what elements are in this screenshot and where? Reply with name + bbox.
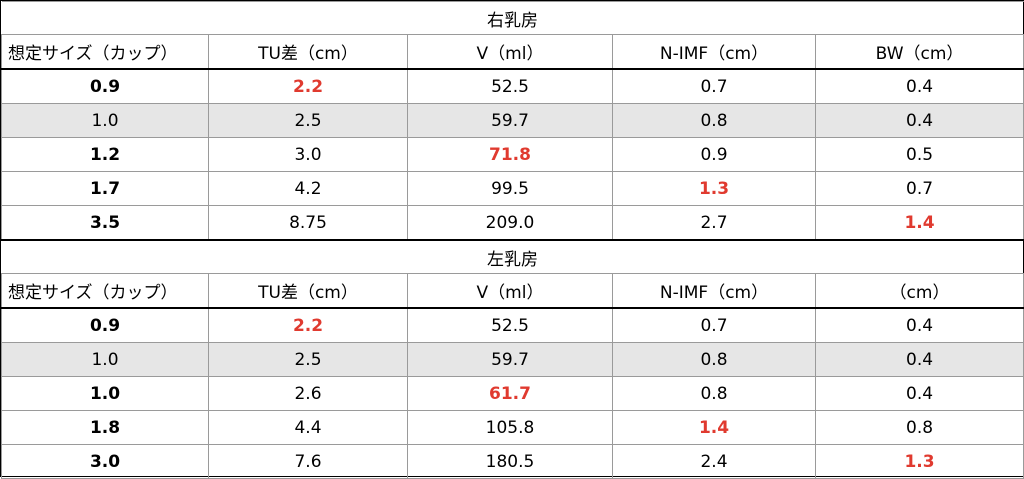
value-cell: 59.7 [407,103,613,138]
value-cell: 180.5 [407,444,613,479]
value-cell: 0.8 [612,376,816,411]
section-title-row: 右乳房 [1,1,1024,35]
section-title: 左乳房 [1,239,1024,274]
value-cell: 3.0 [208,137,408,172]
table-row: 0.9 2.2 52.5 0.7 0.4 [1,307,1024,343]
value-cell: 0.4 [814,376,1024,411]
column-header: BW（cm） [814,34,1024,70]
table-row: 1.8 4.4 105.8 1.4 0.8 [1,410,1024,445]
value-cell: 1.3 [814,444,1024,479]
column-header: TU差（cm） [208,34,408,70]
value-cell: 2.2 [208,307,408,343]
value-cell: 0.5 [814,137,1024,172]
value-cell: 1.3 [612,171,816,206]
column-header: 想定サイズ（カップ） [1,34,209,70]
value-cell: 0.7 [612,68,816,104]
section-title: 右乳房 [1,1,1024,35]
column-header-row: 想定サイズ（カップ） TU差（cm） V（ml） N-IMF（cm） BW（cm） [1,34,1024,70]
value-cell: 0.8 [814,410,1024,445]
table-row: 1.0 2.6 61.7 0.8 0.4 [1,376,1024,411]
value-cell: 105.8 [407,410,613,445]
value-cell: 61.7 [407,376,613,411]
value-cell: 2.2 [208,68,408,104]
size-cell: 1.0 [1,376,209,411]
value-cell: 209.0 [407,205,613,241]
value-cell: 71.8 [407,137,613,172]
value-cell: 52.5 [407,68,613,104]
value-cell: 0.4 [814,342,1024,377]
value-cell: 2.4 [612,444,816,479]
column-header: V（ml） [407,273,613,309]
value-cell: 0.7 [814,171,1024,206]
value-cell: 4.2 [208,171,408,206]
size-cell: 3.5 [1,205,209,241]
column-header: 想定サイズ（カップ） [1,273,209,309]
column-header-row: 想定サイズ（カップ） TU差（cm） V（ml） N-IMF（cm） （cm） [1,273,1024,309]
size-cell: 1.8 [1,410,209,445]
value-cell: 0.9 [612,137,816,172]
value-cell: 2.7 [612,205,816,241]
value-cell: 7.6 [208,444,408,479]
column-header: N-IMF（cm） [612,273,816,309]
value-cell: 0.8 [612,342,816,377]
table-row: 1.0 2.5 59.7 0.8 0.4 [1,103,1024,138]
size-cell: 1.7 [1,171,209,206]
size-cell: 1.2 [1,137,209,172]
value-cell: 4.4 [208,410,408,445]
value-cell: 0.4 [814,103,1024,138]
column-header: V（ml） [407,34,613,70]
column-header: N-IMF（cm） [612,34,816,70]
value-cell: 2.5 [208,342,408,377]
table-row: 3.5 8.75 209.0 2.7 1.4 [1,205,1024,241]
table-row: 1.0 2.5 59.7 0.8 0.4 [1,342,1024,377]
size-cell: 0.9 [1,307,209,343]
table-row: 3.0 7.6 180.5 2.4 1.3 [1,444,1024,479]
size-cell: 1.0 [1,342,209,377]
table-row: 1.7 4.2 99.5 1.3 0.7 [1,171,1024,206]
value-cell: 0.4 [814,68,1024,104]
column-header: TU差（cm） [208,273,408,309]
column-header: （cm） [814,273,1024,309]
value-cell: 2.6 [208,376,408,411]
section-title-row: 左乳房 [1,239,1024,274]
value-cell: 0.8 [612,103,816,138]
value-cell: 0.4 [814,307,1024,343]
value-cell: 2.5 [208,103,408,138]
value-cell: 8.75 [208,205,408,241]
value-cell: 59.7 [407,342,613,377]
table-row: 1.2 3.0 71.8 0.9 0.5 [1,137,1024,172]
value-cell: 1.4 [814,205,1024,241]
table-row: 0.9 2.2 52.5 0.7 0.4 [1,68,1024,104]
value-cell: 52.5 [407,307,613,343]
value-cell: 99.5 [407,171,613,206]
size-cell: 0.9 [1,68,209,104]
size-cell: 1.0 [1,103,209,138]
value-cell: 0.7 [612,307,816,343]
size-cell: 3.0 [1,444,209,479]
value-cell: 1.4 [612,410,816,445]
